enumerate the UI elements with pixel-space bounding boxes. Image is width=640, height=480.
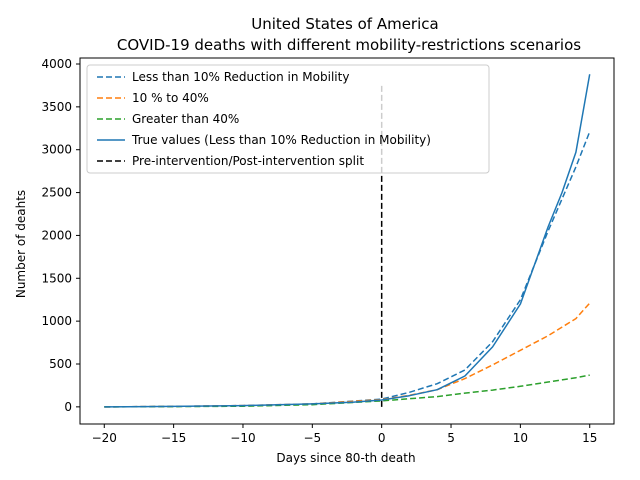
legend-box	[86, 64, 490, 174]
y-tick-label: 1000	[41, 314, 72, 328]
x-tick-label: −15	[161, 431, 186, 445]
y-tick-label: 2000	[41, 228, 72, 242]
legend-label: True values (Less than 10% Reduction in …	[131, 133, 431, 147]
x-tick-label: 5	[447, 431, 455, 445]
plot-area	[104, 74, 591, 408]
x-tick-label: 15	[582, 431, 597, 445]
y-tick-label: 4000	[41, 57, 72, 71]
legend-label: Pre-intervention/Post-intervention split	[132, 154, 364, 168]
x-axis-label: Days since 80-th death	[276, 451, 415, 465]
legend-label: Less than 10% Reduction in Mobility	[132, 70, 349, 84]
chart-title: United States of America	[251, 15, 438, 33]
axis-ticks: −20 −15 −10 −5 0 5 10 15 0 500 1000 1500 2000 2500 300…	[41, 57, 597, 445]
y-tick-label: 0	[64, 400, 72, 414]
x-tick-label: 0	[378, 431, 386, 445]
y-tick-label: 500	[49, 357, 72, 371]
legend-label: Greater than 40%	[132, 112, 239, 126]
y-axis-label: Number of deahts	[14, 190, 28, 298]
axes-frame	[79, 57, 615, 425]
series-line-2	[104, 302, 591, 408]
y-tick-label: 2500	[41, 186, 72, 200]
legend-label: 10 % to 40%	[132, 91, 209, 105]
y-tick-label: 3000	[41, 143, 72, 157]
chart-subtitle: COVID-19 deaths with different mobility-…	[117, 36, 581, 54]
x-tick-label: 10	[513, 431, 528, 445]
x-tick-label: −5	[303, 431, 321, 445]
legend: Less than 10% Reduction in Mobility 10 % …	[86, 64, 490, 174]
y-tick-label: 1500	[41, 271, 72, 285]
x-tick-label: −10	[230, 431, 255, 445]
x-tick-label: −20	[92, 431, 117, 445]
series-line-4	[104, 74, 591, 408]
y-tick-label: 3500	[41, 100, 72, 114]
